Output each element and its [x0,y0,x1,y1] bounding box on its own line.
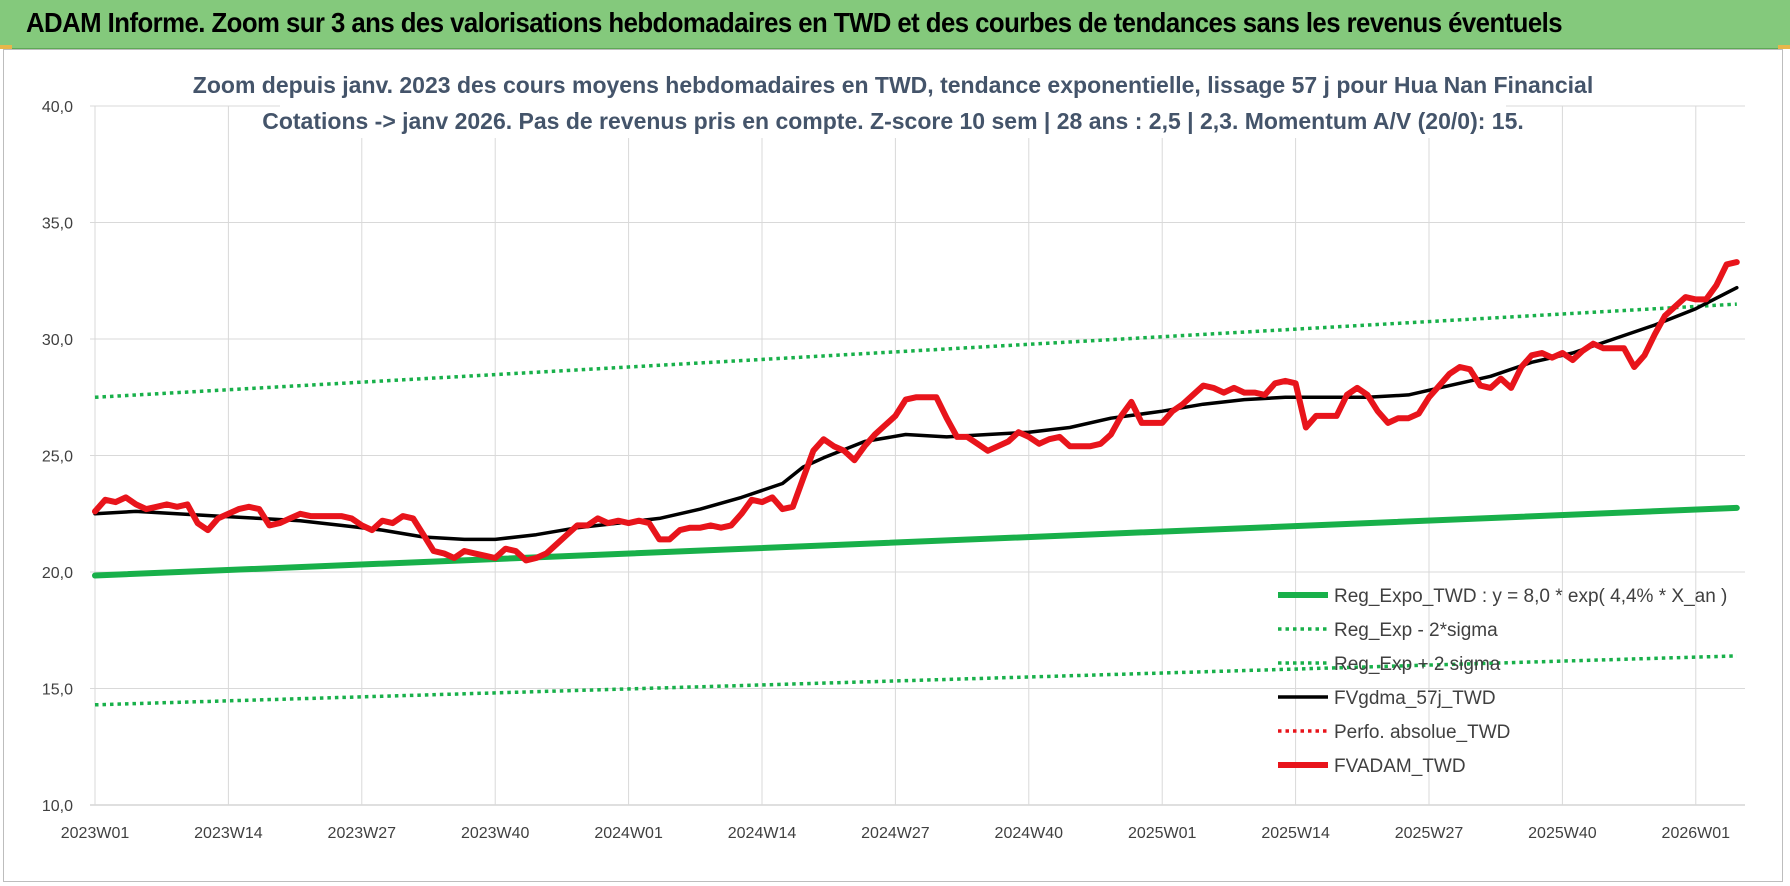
series-line [93,285,1739,542]
y-tick-label: 10,0 [42,798,73,815]
x-tick-label: 2025W27 [1395,825,1464,842]
x-tick-label: 2024W01 [594,825,663,842]
y-tick-label: 35,0 [42,216,73,233]
axis-labels: 10,0 15,0 20,0 25,0 30,0 35,0 40,0 2023W01 2023W… [42,99,1730,842]
x-tick-label: 2025W14 [1261,825,1330,842]
x-tick-label: 2023W27 [328,825,397,842]
legend: Reg_Expo_TWD : y = 8,0 * exp( 4,4% * X_a… [1278,586,1727,777]
grid [90,105,1745,806]
y-tick-label: 30,0 [42,332,73,349]
chart-subtitle: Cotations -> janv 2026. Pas de revenus p… [262,108,1524,134]
chart-title: Zoom depuis janv. 2023 des cours moyens … [193,72,1593,98]
corner-mark-right [1778,45,1790,49]
banner: ADAM Informe. Zoom sur 3 ans des valoris… [0,0,1790,49]
chart-frame [3,49,1783,882]
x-tick-label: 2023W40 [461,825,530,842]
y-tick-label: 25,0 [42,449,73,466]
series-line [92,504,1740,579]
x-tick-label: 2023W01 [61,825,130,842]
corner-mark-left [0,45,12,49]
banner-title: ADAM Informe. Zoom sur 3 ans des valoris… [26,7,1563,38]
series-layer [92,259,1740,707]
x-tick-label: 2025W40 [1528,825,1597,842]
legend-label: FVgdma_57j_TWD [1334,688,1496,709]
legend-label: Reg_Expo_TWD : y = 8,0 * exp( 4,4% * X_a… [1334,586,1727,607]
title-background [280,66,1506,138]
y-tick-label: 15,0 [42,682,73,699]
x-tick-label: 2024W40 [995,825,1064,842]
series-line [92,259,1740,564]
x-tick-label: 2025W01 [1128,825,1197,842]
legend-label: FVADAM_TWD [1334,756,1466,777]
y-tick-label: 40,0 [42,99,73,116]
legend-label: Reg_Exp - 2*sigma [1334,620,1498,641]
series-line [94,302,1737,400]
y-tick-label: 20,0 [42,565,73,582]
legend-label: Reg_Exp + 2 sigma [1334,654,1501,675]
x-tick-label: 2026W01 [1662,825,1731,842]
x-tick-label: 2024W14 [728,825,797,842]
legend-label: Perfo. absolue_TWD [1334,722,1510,743]
x-tick-label: 2023W14 [194,825,263,842]
x-tick-label: 2024W27 [861,825,930,842]
